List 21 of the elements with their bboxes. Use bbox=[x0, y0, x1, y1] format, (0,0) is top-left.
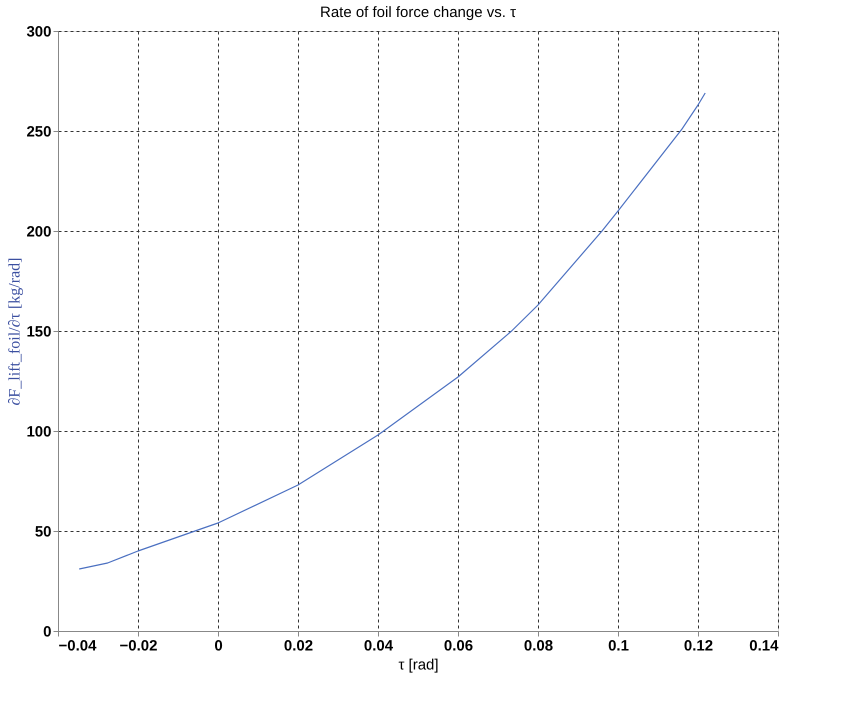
y-tick-label: 250 bbox=[26, 124, 52, 140]
line-series bbox=[78, 92, 706, 570]
y-tick-label: 50 bbox=[34, 524, 52, 540]
y-tick-label: 0 bbox=[43, 624, 52, 640]
y-tick-label: 150 bbox=[26, 324, 52, 340]
x-tick-label: 0.1 bbox=[608, 638, 629, 654]
x-tick-label: 0 bbox=[214, 638, 223, 654]
x-tick-label: 0.02 bbox=[284, 638, 314, 654]
x-tick-label: 0.04 bbox=[364, 638, 394, 654]
x-tick-label: 0.06 bbox=[444, 638, 474, 654]
y-tick-label: 200 bbox=[26, 224, 52, 240]
x-tick-label: 0.08 bbox=[524, 638, 554, 654]
x-tick-label: 0.12 bbox=[684, 638, 714, 654]
y-tick-label: 100 bbox=[26, 424, 52, 440]
x-tick-label: −0.02 bbox=[120, 638, 158, 654]
x-axis-title: τ [rad] bbox=[398, 656, 439, 674]
chart-title: Rate of foil force change vs. τ bbox=[320, 4, 516, 21]
x-tick-label: −0.04 bbox=[58, 638, 98, 654]
y-tick-label: 300 bbox=[26, 24, 52, 40]
y-axis-title: ∂F_lift_foil/∂τ [kg/rad] bbox=[6, 258, 24, 406]
x-tick-label: 0.14 bbox=[749, 638, 780, 654]
